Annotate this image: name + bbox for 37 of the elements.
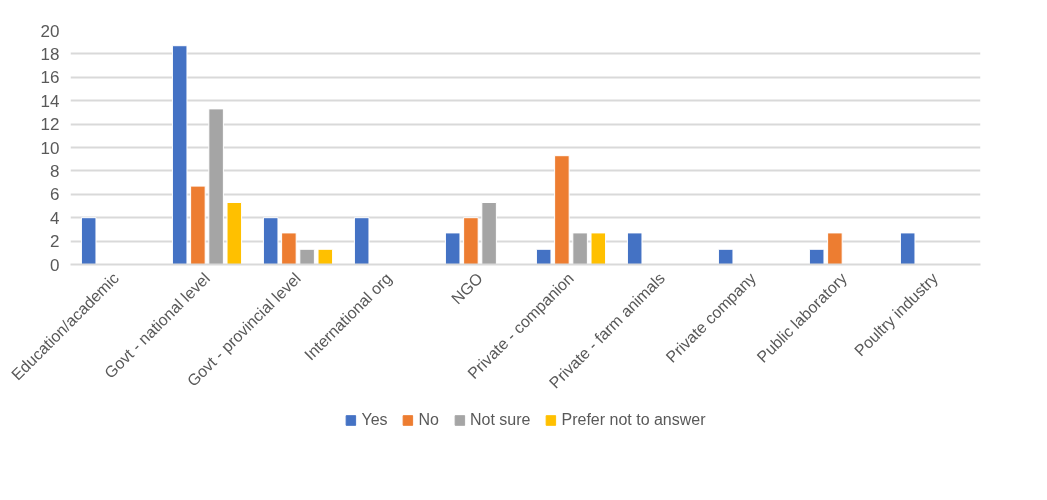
bar xyxy=(827,232,843,265)
bar xyxy=(317,248,334,265)
bar xyxy=(299,248,315,265)
bar xyxy=(353,217,370,265)
bar xyxy=(190,185,206,265)
bar xyxy=(80,217,97,265)
bar xyxy=(444,232,461,265)
bar xyxy=(171,45,188,265)
bar xyxy=(281,232,297,265)
bar xyxy=(208,108,224,265)
bar xyxy=(717,248,734,265)
y-tick-label: 10 xyxy=(40,138,60,158)
y-tick-label: 8 xyxy=(50,161,60,181)
y-tick-label: 20 xyxy=(40,21,60,41)
y-tick-label: 2 xyxy=(50,232,60,252)
bar xyxy=(554,155,570,265)
bar xyxy=(535,248,552,265)
bar xyxy=(481,201,497,265)
legend-label: Not sure xyxy=(470,411,531,429)
legend-label: Prefer not to answer xyxy=(561,411,706,429)
bar xyxy=(463,217,479,265)
y-tick-label: 4 xyxy=(50,208,60,228)
y-tick-label: 18 xyxy=(40,44,60,64)
y-tick-label: 14 xyxy=(40,91,60,111)
bar xyxy=(808,248,825,265)
bar xyxy=(899,232,916,265)
y-tick-label: 0 xyxy=(50,255,60,275)
bar xyxy=(590,232,607,265)
y-tick-label: 6 xyxy=(50,185,60,205)
y-tick-label: 12 xyxy=(40,115,60,135)
legend-label: No xyxy=(418,411,440,429)
bar xyxy=(262,217,279,265)
bar xyxy=(572,232,588,265)
y-tick-label: 16 xyxy=(40,68,60,88)
bar xyxy=(226,201,243,265)
bar xyxy=(626,232,643,265)
legend-label: Yes xyxy=(361,411,388,429)
